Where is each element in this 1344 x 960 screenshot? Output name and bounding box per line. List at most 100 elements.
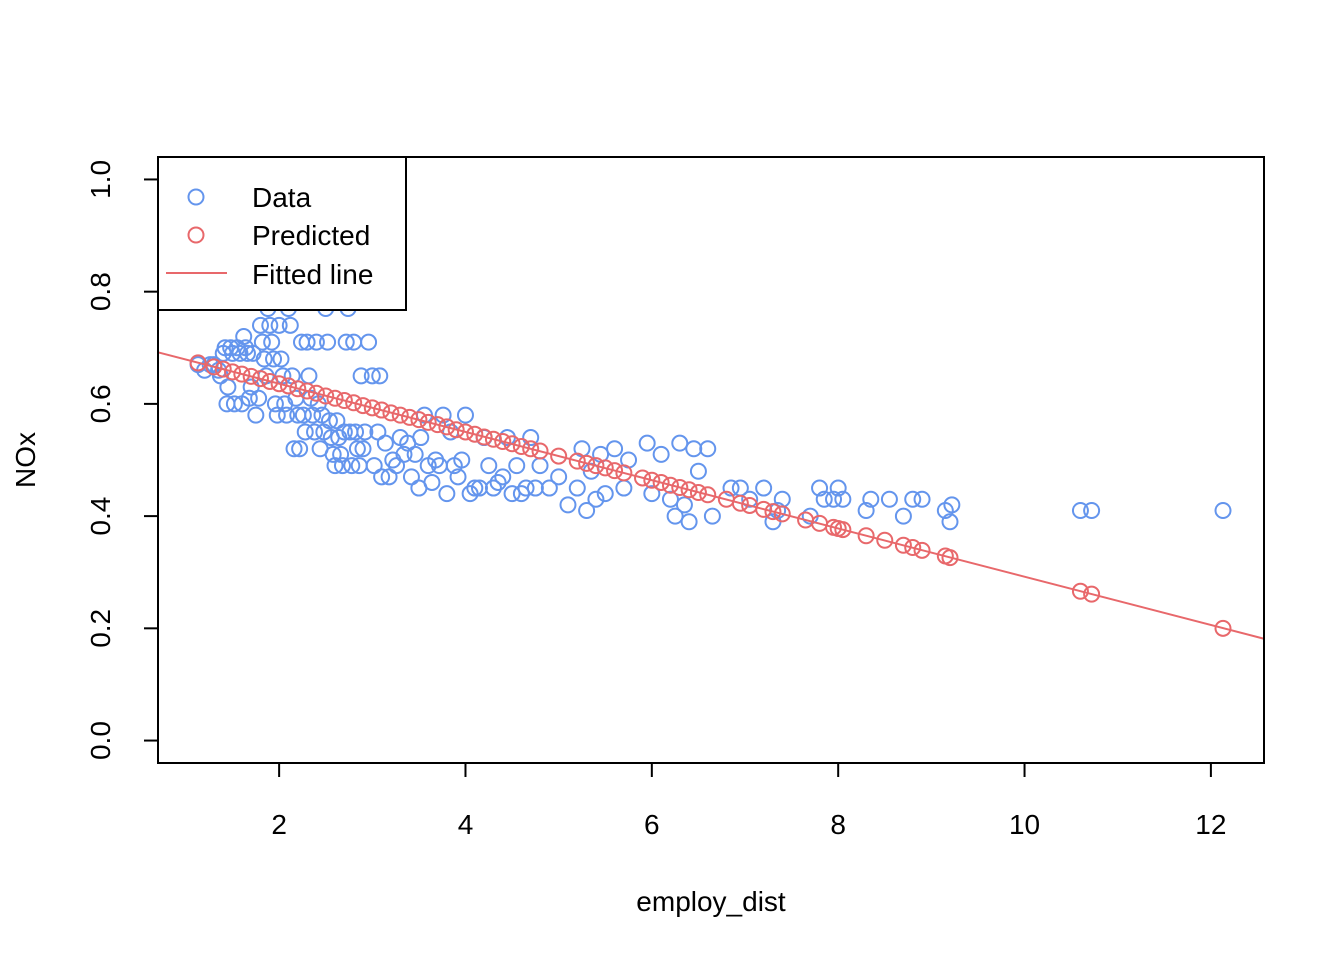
- predicted-point: [596, 459, 614, 477]
- data-point: [453, 451, 471, 469]
- data-point: [238, 344, 256, 362]
- predicted-point: [512, 438, 530, 456]
- data-point: [406, 445, 424, 463]
- data-point: [449, 468, 467, 486]
- data-point: [1083, 502, 1101, 519]
- data-point: [365, 457, 383, 475]
- data-point: [251, 316, 269, 334]
- predicted-point: [429, 416, 447, 434]
- data-point: [270, 316, 288, 334]
- x-tick-label: 12: [1195, 809, 1226, 840]
- data-point: [332, 445, 350, 463]
- data-point: [285, 440, 303, 458]
- predicted-point: [652, 473, 670, 491]
- predicted-point: [438, 418, 456, 436]
- data-point: [352, 367, 370, 385]
- data-point: [703, 507, 721, 525]
- data-point: [638, 434, 656, 452]
- data-point: [343, 457, 361, 475]
- predicted-point: [894, 536, 912, 554]
- data-point: [294, 406, 312, 424]
- predicted-point: [503, 435, 521, 453]
- y-tick-label: 0.4: [85, 497, 116, 536]
- data-point: [461, 485, 479, 503]
- data-point: [354, 440, 372, 458]
- points-layer: [189, 300, 1232, 531]
- y-tick-label: 0.0: [85, 721, 116, 760]
- legend-box: [157, 156, 407, 311]
- data-point: [253, 333, 271, 351]
- data-point: [480, 457, 498, 475]
- predicted-point: [484, 430, 502, 448]
- data-point: [685, 440, 703, 458]
- data-point: [324, 445, 342, 463]
- data-point: [356, 423, 374, 441]
- data-point: [680, 513, 698, 531]
- data-point: [880, 490, 898, 508]
- predicted-point: [731, 494, 749, 512]
- data-point: [272, 350, 290, 368]
- y-tick-label: 0.6: [85, 384, 116, 423]
- predicted-point: [587, 457, 605, 475]
- data-point: [943, 496, 961, 514]
- data-point: [363, 367, 381, 385]
- predicted-point: [904, 539, 922, 557]
- data-point: [250, 389, 268, 407]
- data-point: [319, 333, 337, 351]
- legend-predicted-marker: [187, 226, 205, 244]
- predicted-point: [531, 442, 549, 460]
- data-point: [540, 479, 558, 497]
- predicted-point: [410, 411, 428, 429]
- predicted-point: [317, 387, 335, 405]
- data-point: [689, 462, 707, 480]
- data-point: [456, 406, 474, 424]
- data-point: [335, 423, 353, 441]
- y-tick-label: 1.0: [85, 160, 116, 199]
- data-point: [348, 440, 366, 458]
- predicted-point: [578, 454, 596, 472]
- data-point: [559, 496, 577, 514]
- data-point: [470, 479, 488, 497]
- data-point: [904, 490, 922, 508]
- data-point: [834, 490, 852, 508]
- data-point: [333, 457, 351, 475]
- predicted-point: [335, 392, 353, 410]
- data-point: [376, 434, 394, 452]
- predicted-point: [615, 464, 633, 482]
- data-point: [815, 490, 833, 508]
- data-point: [675, 496, 693, 514]
- data-point: [231, 344, 249, 362]
- predicted-point: [373, 401, 391, 419]
- legend-data-marker: [187, 188, 205, 206]
- data-point: [722, 479, 740, 497]
- predicted-point: [1214, 619, 1232, 637]
- x-tick-label: 4: [458, 809, 474, 840]
- data-point: [568, 479, 586, 497]
- data-point: [862, 490, 880, 508]
- predicted-point: [289, 380, 307, 398]
- data-point: [360, 333, 378, 351]
- predicted-point: [261, 372, 279, 390]
- data-point: [643, 485, 661, 503]
- x-tick-label: 6: [644, 809, 660, 840]
- x-tick-label: 8: [830, 809, 846, 840]
- data-point: [281, 316, 299, 334]
- predicted-point: [233, 365, 251, 383]
- data-point: [240, 389, 258, 407]
- data-point: [587, 490, 605, 508]
- x-tick-label: 10: [1009, 809, 1040, 840]
- data-point: [671, 434, 689, 452]
- predicted-point: [382, 404, 400, 422]
- predicted-point: [568, 452, 586, 470]
- predicted-point: [279, 377, 297, 395]
- y-axis: 0.0 0.2 0.4 0.6 0.8 1.0: [85, 160, 159, 760]
- predicted-point: [550, 447, 568, 465]
- data-point: [531, 457, 549, 475]
- data-point: [219, 378, 237, 396]
- data-point: [266, 395, 284, 413]
- x-tick-label: 2: [271, 809, 287, 840]
- legend-predicted-label: Predicted: [252, 220, 370, 251]
- data-point: [596, 485, 614, 503]
- predicted-point: [345, 394, 363, 412]
- data-point: [550, 468, 568, 486]
